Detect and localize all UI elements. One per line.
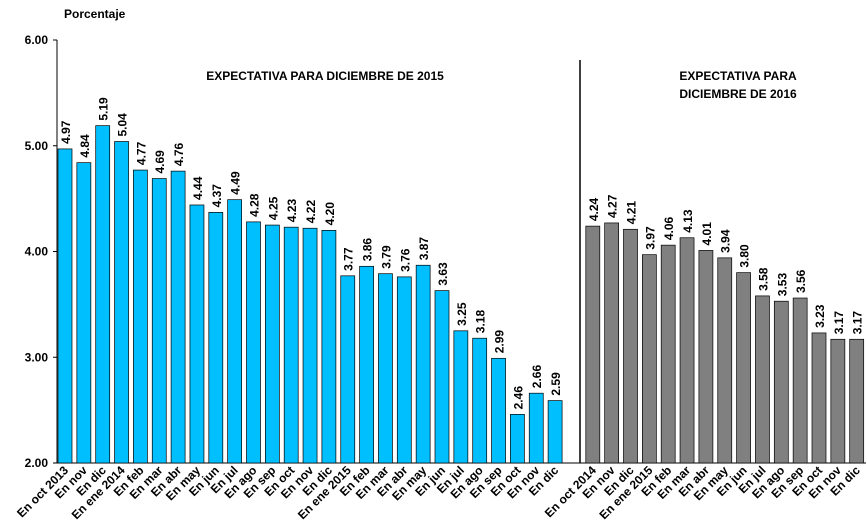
value-label: 2.46: [511, 386, 525, 410]
bar: [453, 330, 469, 464]
y-axis-title: Porcentaje: [64, 7, 126, 21]
y-tick-label: 4.00: [25, 245, 49, 259]
value-label: 3.25: [455, 302, 469, 326]
bar: [415, 264, 431, 464]
bar: [528, 392, 544, 464]
value-label: 2.99: [493, 330, 507, 354]
value-label: 3.94: [719, 229, 733, 253]
value-label: 3.23: [813, 304, 827, 328]
bar: [736, 272, 751, 464]
value-label: 4.28: [248, 193, 262, 217]
value-label: 4.01: [700, 222, 714, 246]
y-tick-label: 5.00: [25, 139, 49, 153]
bar: [378, 273, 393, 464]
bar: [623, 228, 638, 464]
value-label: 3.87: [417, 237, 431, 261]
value-label: 3.79: [379, 245, 393, 269]
y-tick-label: 6.00: [25, 33, 49, 47]
bar: [189, 204, 205, 464]
bar: [396, 276, 412, 464]
value-label: 4.77: [134, 141, 148, 165]
bar: [717, 257, 733, 464]
bar: [133, 169, 148, 464]
bar: [604, 222, 620, 464]
value-label: 4.06: [662, 216, 676, 240]
bar: [755, 295, 770, 464]
bar: [114, 141, 129, 464]
bar: [547, 400, 563, 464]
value-label: 2.59: [549, 372, 563, 396]
value-label: 3.63: [436, 262, 450, 286]
bar: [265, 224, 280, 464]
bar: [359, 265, 374, 464]
annotation: DICIEMBRE DE 2016: [679, 87, 797, 101]
value-label: 4.22: [304, 200, 318, 224]
bar: [283, 226, 299, 464]
value-label: 4.49: [229, 171, 243, 195]
bar: [170, 170, 186, 464]
bar: [302, 227, 318, 464]
value-label: 5.19: [97, 97, 111, 121]
value-label: 4.76: [172, 142, 186, 166]
bar: [698, 250, 714, 464]
bar: [246, 221, 261, 464]
value-label: 4.20: [323, 202, 337, 226]
value-label: 2.66: [530, 365, 544, 389]
value-label: 4.37: [210, 184, 224, 208]
bar: [773, 300, 789, 464]
value-label: 3.17: [851, 311, 865, 335]
value-label: 5.04: [116, 113, 130, 137]
bar: [57, 148, 73, 464]
value-label: 4.24: [587, 197, 601, 221]
bar: [340, 275, 356, 464]
value-label: 4.25: [266, 196, 280, 220]
value-label: 4.44: [191, 176, 205, 200]
bar: [321, 230, 337, 464]
value-label: 3.80: [738, 244, 752, 268]
value-label: 3.97: [643, 226, 657, 250]
value-label: 4.69: [153, 150, 167, 174]
bar: [811, 332, 827, 464]
bar: [208, 212, 224, 464]
y-tick-label: 3.00: [25, 350, 49, 364]
bar: [76, 162, 92, 464]
value-label: 3.18: [474, 310, 488, 334]
value-label: 4.27: [606, 194, 620, 218]
annotation: EXPECTATIVA PARA: [679, 69, 797, 83]
y-tick-label: 2.00: [25, 456, 49, 470]
bar: [151, 178, 167, 464]
value-label: 3.56: [794, 269, 808, 293]
bar: [849, 338, 865, 464]
bar: [95, 125, 111, 464]
bar: [679, 237, 695, 464]
value-label: 3.86: [361, 238, 375, 262]
value-label: 4.21: [625, 201, 639, 225]
bar: [472, 337, 488, 464]
bar: [792, 297, 808, 464]
value-label: 3.76: [398, 248, 412, 272]
bar: [830, 338, 846, 464]
bar: [510, 414, 525, 464]
bar: [491, 357, 506, 464]
value-label: 3.53: [775, 273, 789, 297]
value-label: 3.77: [342, 247, 356, 271]
bar: [660, 244, 676, 464]
bar: [585, 225, 601, 464]
value-label: 4.23: [285, 198, 299, 222]
value-label: 4.97: [59, 120, 73, 144]
value-label: 4.84: [78, 134, 92, 158]
annotation: EXPECTATIVA PARA DICIEMBRE DE 2015: [206, 69, 444, 83]
bar: [641, 254, 657, 464]
bar: [227, 199, 242, 464]
value-label: 3.17: [832, 311, 846, 335]
bar: [434, 290, 450, 464]
value-label: 4.13: [681, 209, 695, 233]
value-label: 3.58: [756, 267, 770, 291]
